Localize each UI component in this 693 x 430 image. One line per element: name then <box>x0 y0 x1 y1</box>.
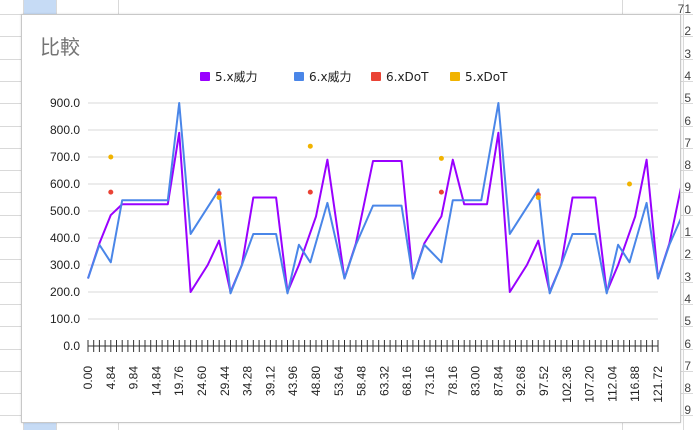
y-tick-label: 400.0 <box>50 231 80 245</box>
x-tick-label: 68.16 <box>400 366 414 396</box>
data-point <box>216 195 222 200</box>
legend-swatch <box>371 72 381 81</box>
data-point <box>535 195 541 200</box>
x-tick-label: 24.60 <box>195 366 209 396</box>
y-tick-label: 500.0 <box>50 204 80 218</box>
legend-label: 5.xDoT <box>465 70 508 84</box>
x-tick-label: 83.00 <box>469 366 483 396</box>
sheet-row-number: 5 <box>684 314 691 328</box>
x-tick-label: 53.64 <box>332 366 346 396</box>
x-tick-label: 14.84 <box>149 366 163 396</box>
line-chart: 0.0 100.0 200.0 300.0 400.0 500.0 600.0 700.0 80… <box>50 70 680 403</box>
x-tick-label: 58.48 <box>355 366 369 396</box>
sheet-row-number: 1 <box>684 225 691 239</box>
sheet-row-number: 0 <box>684 203 691 217</box>
x-tick-label: 9.84 <box>127 366 141 390</box>
sheet-row-number: 8 <box>684 381 691 395</box>
sheet-row-number: 71 <box>677 2 691 16</box>
sheet-row-number: 4 <box>684 292 691 306</box>
legend-swatch <box>294 72 304 81</box>
x-tick-label: 73.16 <box>423 366 437 396</box>
x-tick-label: 48.80 <box>309 366 323 396</box>
data-point <box>216 190 222 196</box>
sheet-row-number: 7 <box>684 136 691 150</box>
legend-label: 5.x威力 <box>215 70 258 84</box>
x-tick-label: 107.20 <box>583 366 597 403</box>
x-tick-label: 112.04 <box>605 366 619 402</box>
x-tick-label: 102.36 <box>560 366 574 403</box>
selected-column-footer[interactable] <box>23 422 56 430</box>
series-line <box>87 102 680 295</box>
data-point <box>438 189 444 195</box>
x-tick-label: 78.16 <box>446 366 460 396</box>
data-point <box>108 154 114 160</box>
x-tick-label: 87.84 <box>491 366 505 396</box>
selected-column-header[interactable] <box>23 0 56 14</box>
legend-swatch <box>450 72 460 81</box>
y-tick-label: 900.0 <box>50 96 80 110</box>
chart-title: 比較 <box>40 35 80 59</box>
x-tick-label: 0.00 <box>81 366 95 390</box>
x-tick-label: 121.72 <box>651 366 665 403</box>
sheet-row-number: 6 <box>684 337 691 351</box>
sheet-row-number: 2 <box>684 24 691 38</box>
x-tick-label: 34.28 <box>241 366 255 396</box>
x-tick-label: 97.52 <box>537 366 551 396</box>
sheet-row-number: 3 <box>684 47 691 61</box>
data-point <box>108 189 114 195</box>
x-tick-label: 19.76 <box>172 366 186 396</box>
x-tick-label: 116.88 <box>628 366 642 402</box>
y-tick-label: 600.0 <box>50 177 80 191</box>
x-tick-label: 4.84 <box>104 366 118 390</box>
sheet-row-number: 6 <box>684 114 691 128</box>
y-tick-label: 300.0 <box>50 258 80 272</box>
data-point <box>307 143 313 149</box>
legend-label: 6.x威力 <box>309 70 352 84</box>
legend-swatch <box>200 72 210 81</box>
legend-label: 6.xDoT <box>386 70 429 84</box>
y-tick-label: 0.0 <box>63 339 80 353</box>
chart-panel[interactable]: 比較 0.0 100.0 200.0 300.0 400.0 500.0 600.0 700.… <box>21 14 681 423</box>
sheet-row-number: 9 <box>684 180 691 194</box>
x-tick-label: 63.32 <box>377 366 391 396</box>
data-point <box>438 155 444 161</box>
x-tick-label: 39.12 <box>263 366 277 396</box>
data-point <box>307 189 313 195</box>
x-tick-label: 92.68 <box>514 366 528 396</box>
sheet-row-number: 4 <box>684 69 691 83</box>
y-tick-label: 800.0 <box>50 123 80 137</box>
sheet-row-number: 5 <box>684 91 691 105</box>
x-tick-label: 43.96 <box>286 366 300 396</box>
sheet-row-number: 2 <box>684 247 691 261</box>
y-tick-label: 100.0 <box>50 312 80 326</box>
y-tick-label: 700.0 <box>50 150 80 164</box>
y-tick-label: 200.0 <box>50 285 80 299</box>
sheet-row-number: 8 <box>684 158 691 172</box>
sheet-row-number: 3 <box>684 270 691 284</box>
x-tick-label: 29.44 <box>218 366 232 396</box>
sheet-row-number: 9 <box>684 403 691 417</box>
data-point <box>627 181 632 187</box>
sheet-row-number: 7 <box>684 359 691 373</box>
